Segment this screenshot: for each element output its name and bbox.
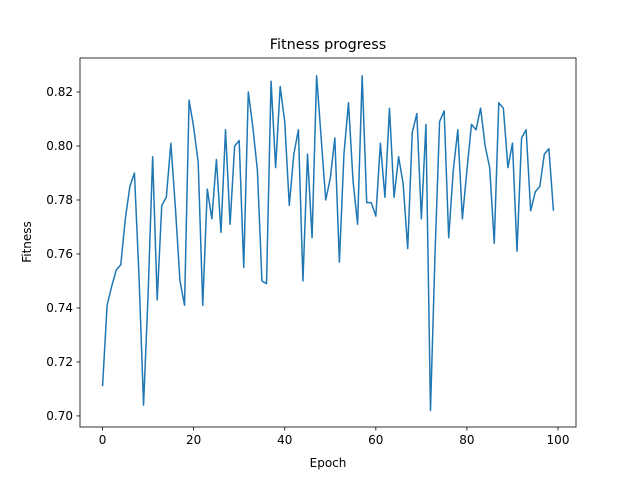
x-axis-label: Epoch bbox=[310, 456, 347, 470]
x-tick-label: 0 bbox=[99, 433, 107, 447]
y-tick-label: 0.74 bbox=[46, 301, 73, 315]
data-line bbox=[101, 75, 555, 412]
chart-title: Fitness progress bbox=[270, 37, 387, 53]
x-tick-label: 20 bbox=[186, 433, 201, 447]
y-tick-label: 0.76 bbox=[46, 247, 73, 261]
y-tick-label: 0.70 bbox=[46, 409, 73, 423]
x-tick-label: 80 bbox=[459, 433, 474, 447]
plot-frame bbox=[79, 57, 577, 428]
x-tick-label: 40 bbox=[277, 433, 292, 447]
x-tick-label: 60 bbox=[368, 433, 383, 447]
y-tick-label: 0.80 bbox=[46, 139, 73, 153]
x-tick-label: 100 bbox=[547, 433, 570, 447]
y-tick-label: 0.82 bbox=[46, 85, 73, 99]
y-tick-label: 0.72 bbox=[46, 355, 73, 369]
y-tick-label: 0.78 bbox=[46, 193, 73, 207]
y-axis-label: Fitness bbox=[20, 221, 34, 263]
